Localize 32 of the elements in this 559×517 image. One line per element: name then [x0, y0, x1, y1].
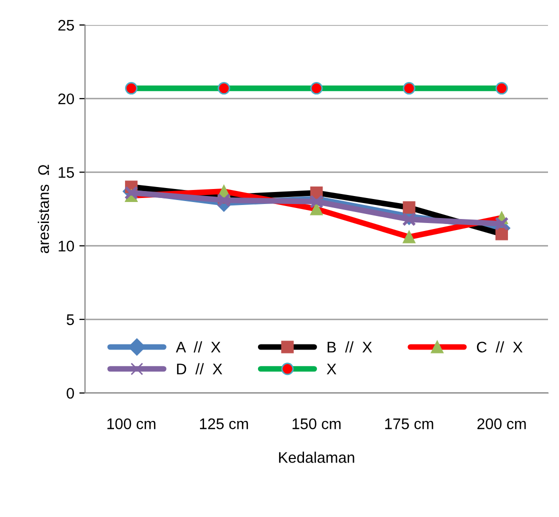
x-tick-label: 125 cm — [200, 418, 248, 430]
legend-label: X — [326, 364, 336, 374]
y-tick-label: 0 — [66, 388, 74, 399]
x-axis-title: Kedalaman — [279, 452, 354, 463]
legend-label: A // X — [176, 341, 221, 353]
y-tick-label: 20 — [58, 93, 74, 104]
x-tick-label: 100 cm — [107, 418, 156, 430]
point — [310, 194, 324, 209]
x-tick-label: 150 cm — [292, 418, 341, 430]
point — [218, 82, 230, 95]
point — [310, 82, 323, 95]
point — [402, 230, 416, 244]
y-tick-label: 10 — [58, 240, 74, 252]
point — [125, 82, 138, 95]
point — [402, 201, 416, 214]
x-tick-label: 200 cm — [477, 418, 526, 430]
point — [310, 202, 323, 216]
y-tick-label: 15 — [58, 167, 74, 178]
point — [495, 228, 508, 240]
point — [495, 82, 508, 95]
legend-label: C // X — [476, 341, 523, 353]
y-tick-label: 25 — [58, 20, 74, 31]
point — [216, 193, 231, 208]
y-tick-label: 5 — [66, 314, 74, 326]
point — [402, 212, 416, 226]
point — [124, 186, 138, 200]
point — [494, 216, 509, 231]
x-tick-label: 175 cm — [385, 418, 434, 430]
legend-label: D // X — [177, 363, 222, 374]
point — [402, 82, 416, 95]
y-axis-title: aresistans Ω — [38, 164, 50, 254]
legend-label: B // X — [328, 341, 372, 353]
